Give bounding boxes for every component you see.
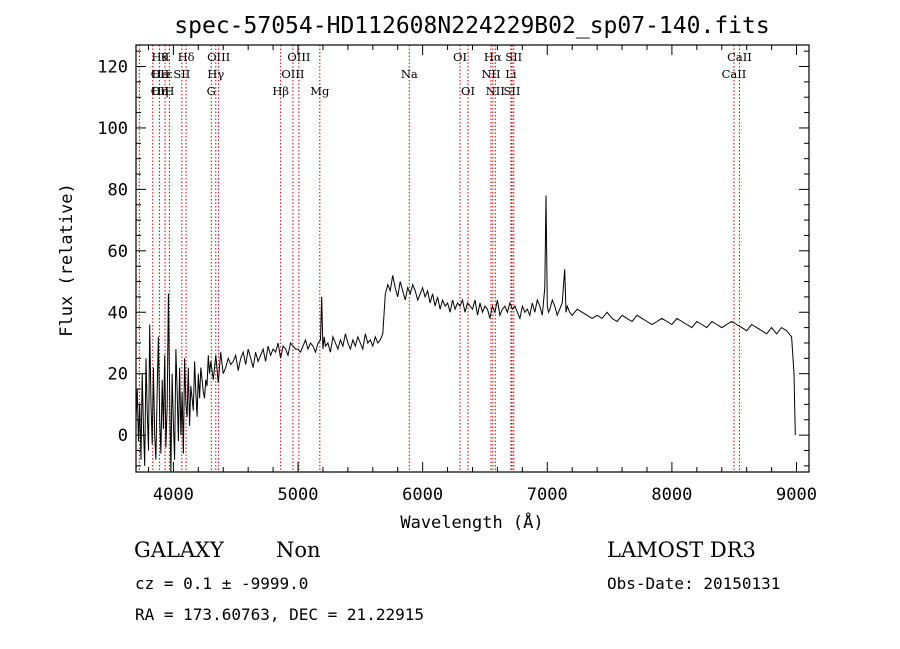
y-tick-label: 120	[97, 58, 128, 78]
line-label: CaII	[727, 50, 752, 64]
observation-date: Obs-Date: 20150131	[607, 574, 780, 593]
chart-title: spec-57054-HD112608N224229B02_sp07-140.f…	[174, 13, 769, 39]
line-label: H	[164, 84, 174, 98]
x-tick-label: 5000	[278, 485, 319, 505]
line-label: G	[207, 84, 216, 98]
plot-frame	[135, 44, 810, 473]
y-tick-label: 20	[108, 365, 128, 385]
line-label: Na	[401, 67, 418, 81]
line-label: OII	[151, 67, 170, 81]
y-tick-label: 100	[97, 119, 128, 139]
line-label: Hη	[152, 84, 169, 98]
line-label: CaII	[722, 67, 747, 81]
x-axis-ticks: 4000 5000 6000 7000 8000 9000	[147, 45, 817, 505]
line-label: ε	[167, 67, 173, 81]
y-tick-label: 0	[118, 426, 128, 446]
line-label: OII	[151, 84, 170, 98]
coordinates: RA = 173.60763, DEC = 21.22915	[135, 605, 424, 624]
x-tick-label: 6000	[402, 485, 443, 505]
line-label: SII	[173, 67, 190, 81]
y-tick-label: 40	[108, 303, 128, 323]
x-tick-label: 9000	[776, 485, 817, 505]
line-label: OI	[453, 50, 467, 64]
x-axis-label: Wavelength (Å)	[400, 511, 543, 533]
line-label: OIII	[207, 50, 230, 64]
x-tick-label: 8000	[651, 485, 692, 505]
line-label: SII	[505, 50, 522, 64]
line-label: Li	[505, 67, 517, 81]
y-axis-ticks: 0 20 40 60 80 100 120	[97, 50, 809, 467]
line-label: Hβ	[272, 84, 289, 98]
y-axis-label: Flux (relative)	[57, 183, 77, 337]
spectrum-line	[135, 195, 796, 473]
line-label: K	[161, 50, 170, 64]
line-label: OIII	[287, 50, 310, 64]
y-tick-label: 80	[108, 180, 128, 200]
object-subclass: Non	[276, 538, 321, 562]
line-label: NII	[481, 67, 500, 81]
line-label: OI	[461, 84, 475, 98]
line-label: Hδ	[178, 50, 195, 64]
x-tick-label: 7000	[527, 485, 568, 505]
survey-name: LAMOST DR3	[607, 538, 756, 562]
line-label: NII	[486, 84, 505, 98]
line-label: OIII	[281, 67, 304, 81]
x-tick-label: 4000	[153, 485, 194, 505]
redshift-info: cz = 0.1 ± -9999.0	[135, 574, 308, 593]
object-class: GALAXY	[134, 538, 225, 562]
emission-line-markers	[138, 45, 740, 472]
line-label: Hγ	[207, 67, 224, 81]
line-label: SII	[504, 84, 521, 98]
line-label: He	[152, 67, 169, 81]
line-label: Hα	[484, 50, 502, 64]
y-tick-label: 60	[108, 242, 128, 262]
line-label: Mg	[310, 84, 330, 98]
line-label: Hθ	[152, 50, 169, 64]
